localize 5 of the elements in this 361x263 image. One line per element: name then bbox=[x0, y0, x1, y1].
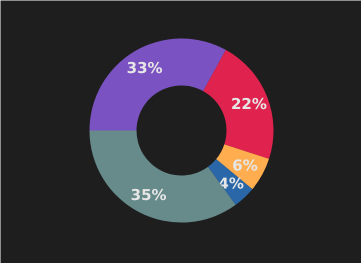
data-label: 33% bbox=[126, 59, 163, 78]
data-label: 22% bbox=[230, 94, 267, 113]
data-label: 4% bbox=[218, 174, 244, 192]
data-label: 35% bbox=[130, 186, 167, 204]
data-label: 6% bbox=[232, 156, 258, 174]
